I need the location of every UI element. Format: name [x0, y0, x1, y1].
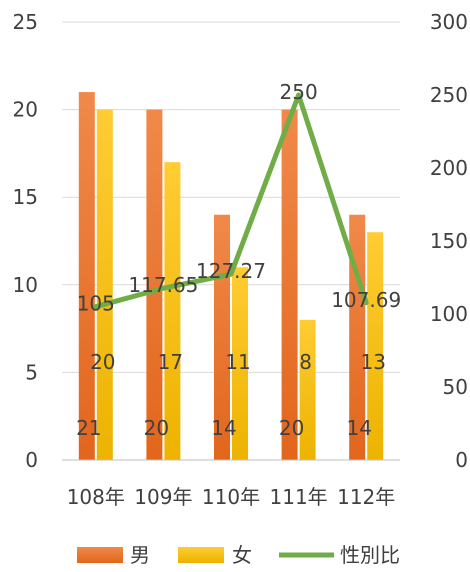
left-axis-tick-label: 20	[13, 98, 38, 122]
right-axis-tick-label: 250	[430, 83, 468, 107]
right-axis-tick-label: 150	[430, 229, 468, 253]
left-axis-tick-label: 15	[13, 185, 38, 209]
bar-male	[349, 214, 366, 460]
line-data-label: 250	[280, 80, 318, 104]
left-axis-tick-label: 10	[13, 273, 38, 297]
bar-male-data-label: 20	[144, 416, 169, 440]
bar-male	[78, 92, 95, 460]
line-data-label: 127.27	[196, 259, 266, 283]
right-axis-tick-label: 300	[430, 10, 468, 34]
bar-female	[232, 267, 248, 460]
right-axis-tick-label: 200	[430, 156, 468, 180]
line-data-label: 107.69	[331, 288, 401, 312]
bar-female	[96, 109, 113, 460]
bar-male	[146, 109, 163, 460]
bar-female-data-label: 11	[225, 350, 250, 374]
bar-male-data-label: 20	[279, 416, 304, 440]
right-axis-tick-label: 0	[455, 448, 468, 472]
bar-female-data-label: 13	[360, 350, 385, 374]
x-axis-tick-label: 110年	[202, 485, 260, 509]
line-sex-ratio	[93, 92, 369, 310]
legend-label-male: 男	[130, 543, 150, 567]
left-axis-tick-label: 25	[13, 10, 38, 34]
bar-female-data-label: 20	[90, 350, 115, 374]
left-axis-tick-label: 0	[25, 448, 38, 472]
legend-label-female: 女	[232, 543, 252, 567]
right-axis-tick-label: 100	[430, 302, 468, 326]
legend-swatch-female	[178, 547, 224, 563]
bar-female	[367, 232, 384, 460]
x-axis-tick-label: 112年	[337, 485, 395, 509]
bar-female-data-label: 17	[158, 350, 183, 374]
bar-female-data-label: 8	[299, 350, 312, 374]
x-axis-tick-label: 109年	[134, 485, 192, 509]
bar-male-data-label: 21	[76, 416, 101, 440]
legend-swatch-male	[77, 547, 123, 563]
bar-female	[299, 319, 316, 460]
x-axis-tick-label: 111年	[270, 485, 328, 509]
line-data-label: 105	[77, 292, 115, 316]
bar-male-data-label: 14	[346, 416, 371, 440]
bar-male	[281, 109, 298, 460]
left-axis-tick-label: 5	[25, 360, 38, 384]
bar-female	[164, 162, 181, 460]
bar-male-data-label: 14	[211, 416, 236, 440]
right-axis-tick-label: 50	[443, 375, 468, 399]
x-axis-tick-label: 108年	[67, 485, 125, 509]
legend-label-sex-ratio: 性別比	[340, 543, 400, 567]
line-data-label: 117.65	[128, 273, 198, 297]
